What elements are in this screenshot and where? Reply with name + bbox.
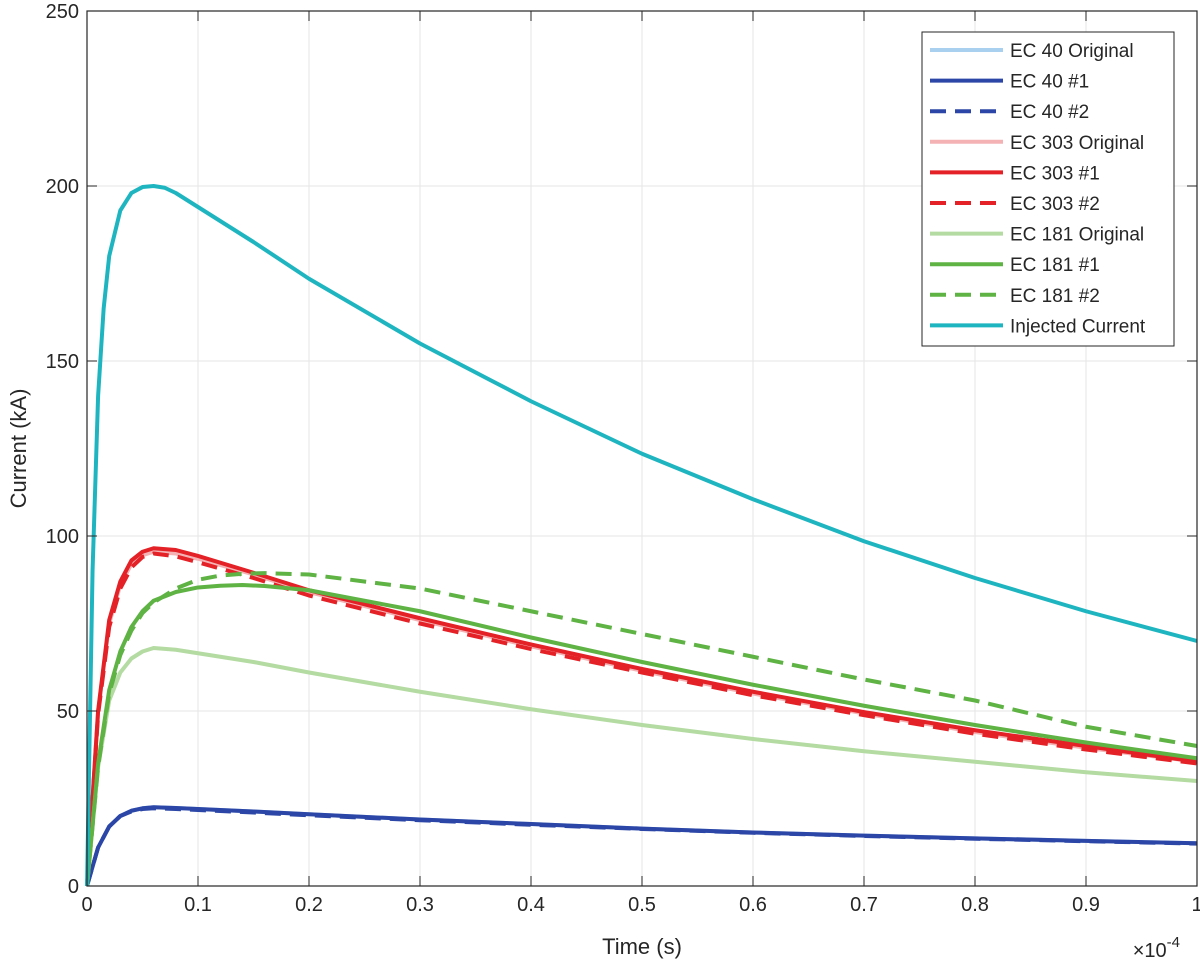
y-axis-label: Current (kA) [6, 389, 31, 509]
x-axis-label: Time (s) [602, 934, 682, 959]
legend-label: EC 40 #2 [1010, 102, 1089, 123]
y-tick-label: 100 [46, 526, 79, 548]
legend-label: EC 303 #1 [1010, 163, 1100, 184]
legend-label: EC 303 #2 [1010, 194, 1100, 215]
legend: EC 40 Original EC 40 #1 EC 40 #2 EC 303 Ori… [921, 31, 1175, 347]
axis-ticks: 0 0.1 0.2 0.3 0.4 0.5 0.6 0.7 0.8 0.9 1 0 50 100 150 20… [46, 1, 1200, 916]
legend-label: EC 181 #1 [1010, 255, 1100, 276]
y-tick-label: 50 [57, 701, 79, 723]
legend-label: EC 40 Original [1010, 41, 1134, 62]
series-line-5 [85, 551, 1198, 887]
series-lines [85, 184, 1198, 887]
x-exponent-power: -4 [1167, 934, 1180, 951]
legend-label: Injected Current [1010, 316, 1146, 337]
x-tick-label: 0.6 [739, 894, 767, 916]
y-tick-label: 250 [46, 1, 79, 23]
x-tick-label: 0.3 [406, 894, 434, 916]
legend-label: EC 303 Original [1010, 133, 1144, 154]
legend-label: EC 40 #1 [1010, 72, 1089, 93]
x-axis-exponent: ×10-4 [1133, 934, 1180, 962]
legend-label: EC 181 #2 [1010, 286, 1100, 307]
series-line-7 [85, 583, 1198, 887]
y-tick-label: 200 [46, 176, 79, 198]
y-tick-label: 0 [68, 876, 79, 898]
x-tick-label: 0.2 [295, 894, 323, 916]
series-line-6 [85, 646, 1198, 887]
x-tick-label: 0.7 [850, 894, 878, 916]
series-line-8 [85, 571, 1198, 887]
x-tick-label: 0 [81, 894, 92, 916]
x-tick-label: 0.9 [1072, 894, 1100, 916]
x-tick-label: 0.4 [517, 894, 545, 916]
x-exponent-base: ×10 [1133, 940, 1167, 962]
series-line-9 [85, 184, 1198, 887]
x-tick-label: 0.1 [184, 894, 212, 916]
x-tick-label: 0.8 [961, 894, 989, 916]
series-line-2 [85, 806, 1198, 887]
y-tick-label: 150 [46, 351, 79, 373]
x-tick-label: 0.5 [628, 894, 656, 916]
legend-label: EC 181 Original [1010, 225, 1144, 246]
x-tick-label: 1 [1191, 894, 1200, 916]
